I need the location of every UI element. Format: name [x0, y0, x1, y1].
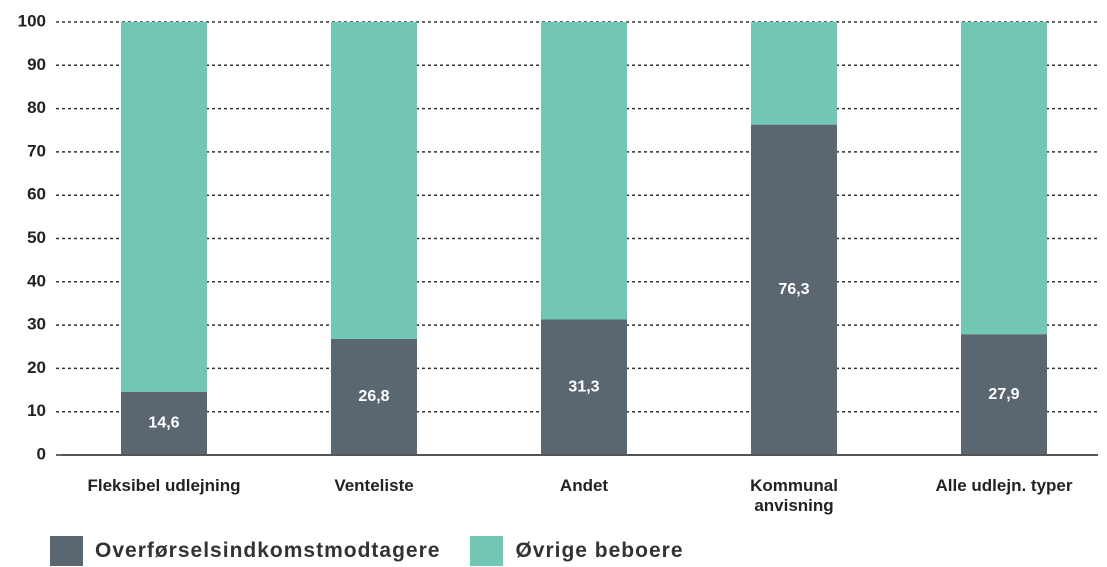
- bar-segment: [961, 22, 1047, 335]
- bar-segment: [541, 22, 627, 320]
- value-label: 14,6: [148, 415, 179, 432]
- y-tick-label: 80: [27, 98, 46, 117]
- legend-swatch: [50, 536, 83, 566]
- bar-segment: [541, 319, 627, 455]
- legend: Overførselsindkomstmodtagere Øvrige beboe…: [50, 536, 714, 566]
- bar-segment: [121, 22, 207, 392]
- legend-item: Øvrige beboere: [470, 536, 683, 566]
- legend-swatch: [470, 536, 504, 566]
- y-tick-label: 30: [27, 315, 46, 334]
- bar-segment: [331, 338, 417, 455]
- bar-segment: [121, 391, 207, 455]
- x-tick-label: Fleksibel udlejning: [87, 476, 241, 495]
- bar-segment: [331, 22, 417, 339]
- legend-label: Øvrige beboere: [515, 539, 684, 562]
- x-tick-label: Alle udlejn. typer: [935, 476, 1073, 495]
- y-tick-label: 90: [27, 55, 46, 74]
- value-label: 27,9: [988, 386, 1019, 403]
- y-tick-label: 100: [18, 11, 46, 30]
- y-tick-label: 50: [27, 228, 46, 247]
- y-tick-label: 20: [27, 358, 46, 377]
- y-tick-label: 70: [27, 141, 46, 160]
- x-tick-label: Venteliste: [334, 476, 414, 495]
- bar-segment: [751, 124, 837, 455]
- value-label: 26,8: [358, 388, 389, 405]
- x-tick-label: Kommunal anvisning: [750, 476, 838, 515]
- value-label: 31,3: [568, 378, 599, 395]
- bar-segment: [751, 22, 837, 125]
- value-label: 76,3: [778, 281, 809, 298]
- y-tick-label: 0: [37, 444, 46, 463]
- x-tick-label: Andet: [559, 476, 609, 495]
- legend-label: Overførselsindkomstmodtagere: [95, 539, 441, 562]
- y-tick-label: 10: [27, 401, 46, 420]
- y-tick-label: 60: [27, 185, 46, 204]
- legend-item: Overførselsindkomstmodtagere: [50, 536, 440, 566]
- bar-segment: [961, 334, 1047, 455]
- y-tick-label: 40: [27, 271, 46, 290]
